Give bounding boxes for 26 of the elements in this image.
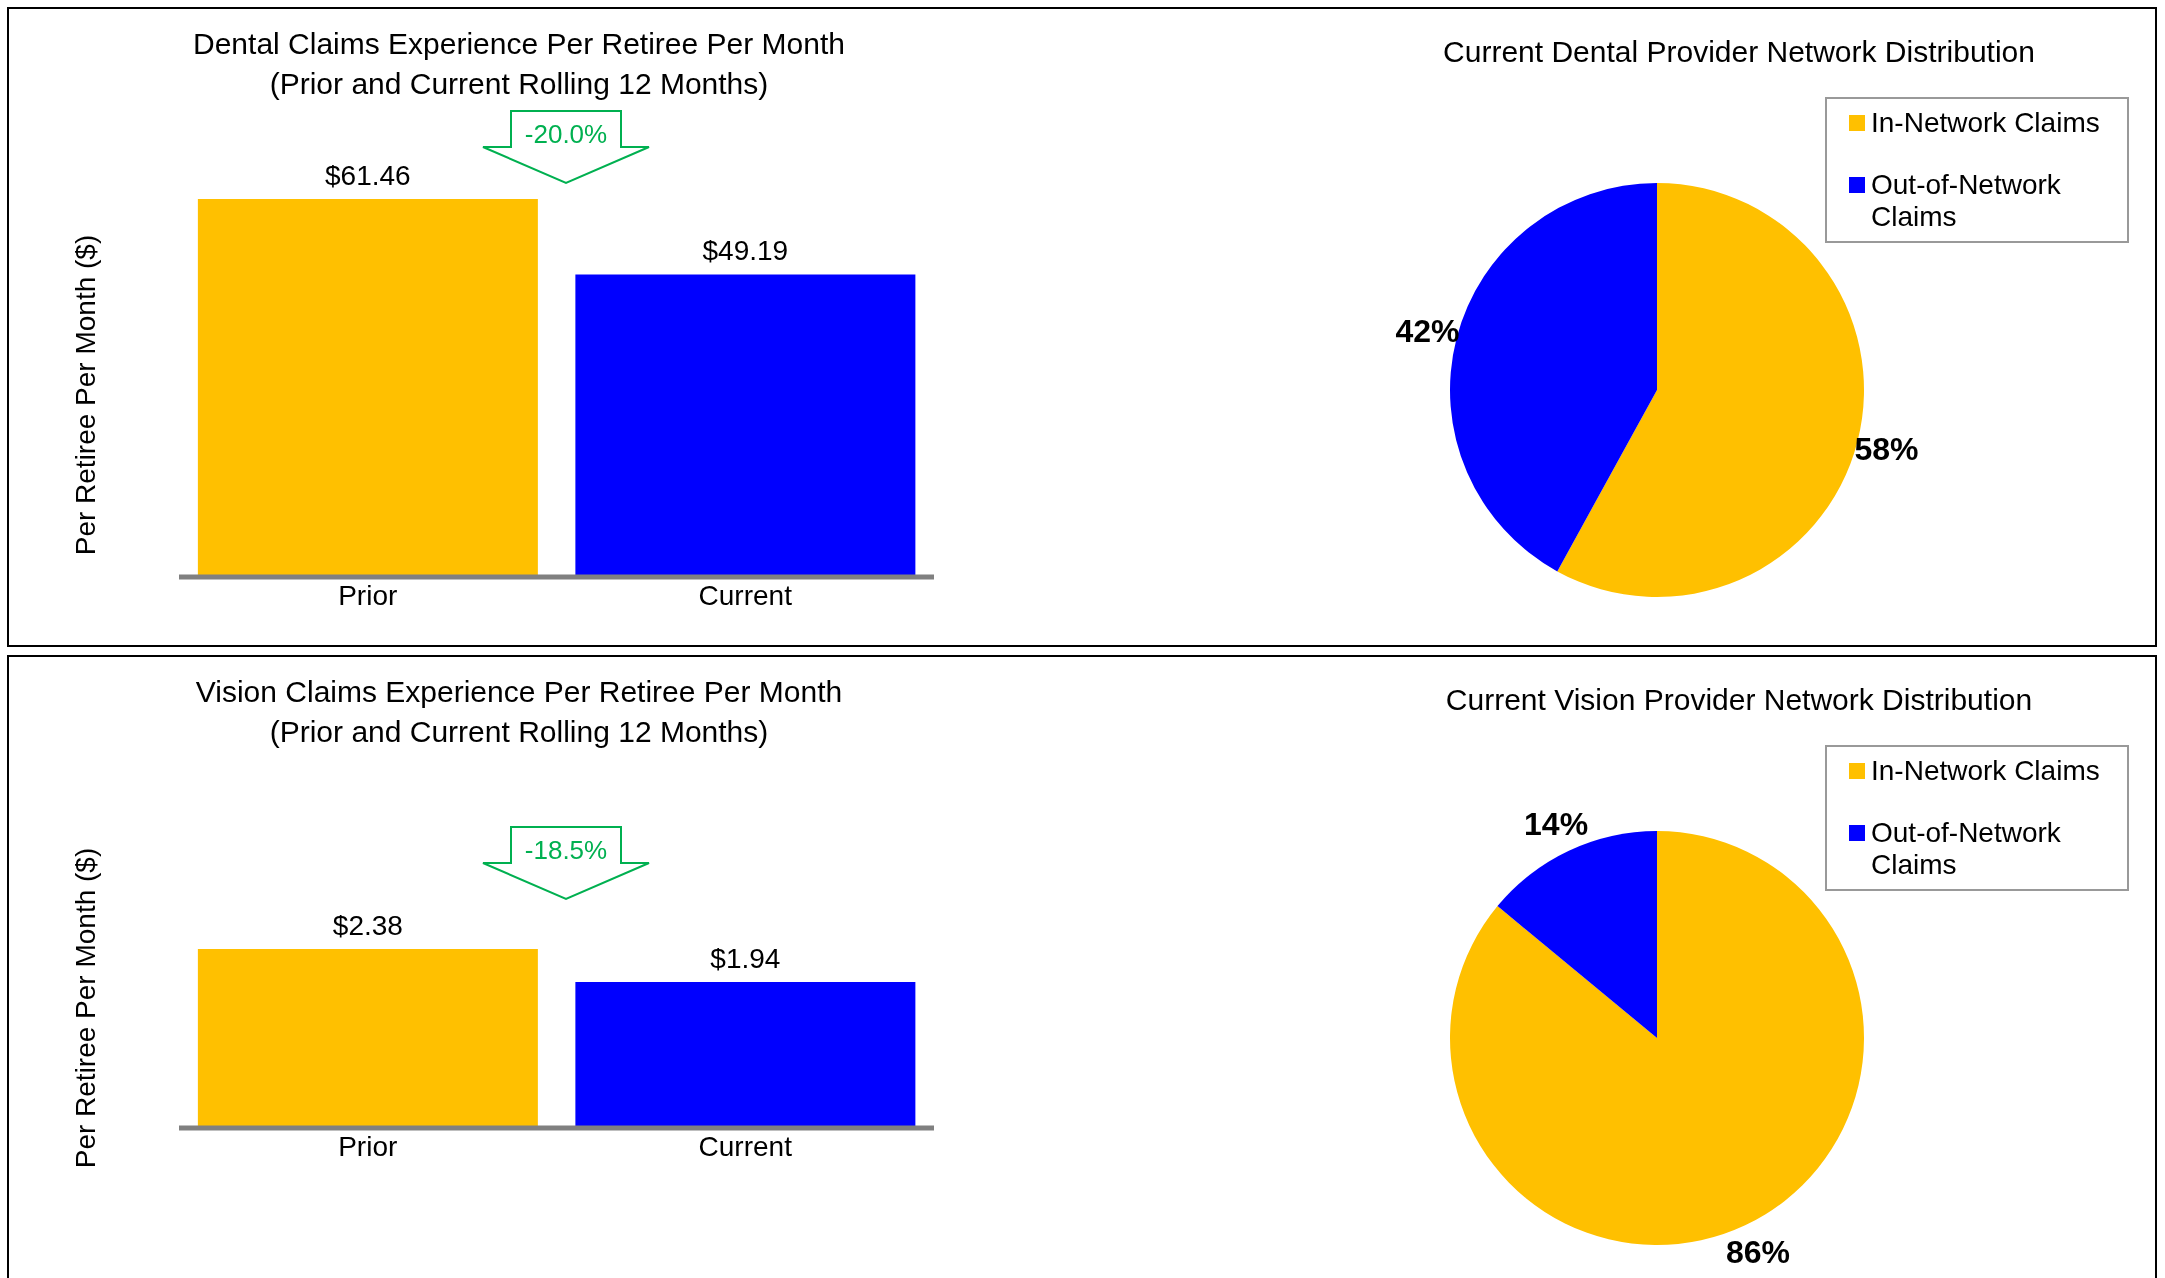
chart-subtitle: (Prior and Current Rolling 12 Months) — [268, 67, 770, 101]
legend-label: Out-of-Network Claims — [1871, 817, 2062, 881]
data-label: 42% — [1395, 313, 1460, 350]
chart-title: Vision Claims Experience Per Retiree Per Month — [194, 675, 844, 709]
x-tick-label: Prior — [338, 1130, 398, 1162]
data-label: $61.46 — [325, 160, 411, 191]
data-label: 58% — [1854, 430, 1919, 467]
data-label: $49.19 — [702, 235, 789, 267]
data-label: $1.94 — [710, 943, 781, 975]
chart-title: Dental Claims Experience Per Retiree Per Month — [192, 27, 846, 61]
chart-title: Current Dental Provider Network Distribution — [1442, 35, 2036, 69]
chart-subtitle: (Prior and Current Rolling 12 Months) — [268, 715, 770, 749]
legend-label: Out-of-Network Claims — [1871, 169, 2062, 233]
x-tick-label: Current — [698, 1130, 793, 1162]
data-label: 14% — [1524, 805, 1589, 842]
legend-label: In-Network Claims — [1871, 107, 2100, 139]
data-label: $2.38 — [332, 910, 403, 941]
y-axis-title: Per Retiree Per Month ($) — [70, 233, 102, 558]
y-axis-title: Per Retiree Per Month ($) — [70, 846, 102, 1171]
x-tick-label: Prior — [338, 579, 398, 611]
text: -20.0% — [523, 119, 609, 150]
chart-title: Current Vision Provider Network Distribution — [1444, 683, 2034, 717]
text: -18.5% — [523, 835, 609, 866]
x-tick-label: Current — [698, 579, 793, 611]
legend-label: In-Network Claims — [1871, 755, 2100, 787]
data-label: 86% — [1725, 1234, 1790, 1271]
